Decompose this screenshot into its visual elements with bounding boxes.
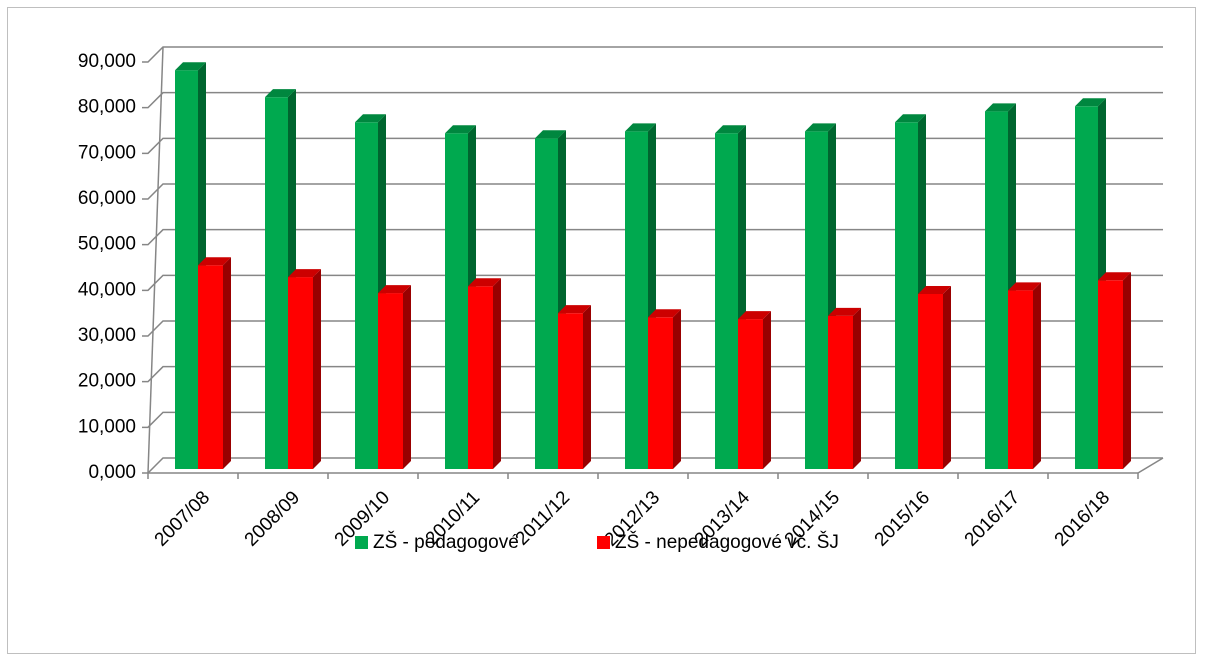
bar — [198, 257, 231, 469]
bar-top — [265, 89, 296, 98]
grid-line — [142, 274, 1163, 292]
bar-top — [1008, 282, 1041, 291]
bar-top — [558, 305, 591, 314]
bar-front — [1008, 290, 1033, 469]
bar-front — [445, 133, 468, 470]
bar-front — [378, 293, 403, 469]
bar-front — [918, 293, 943, 469]
bar — [1008, 282, 1041, 469]
bar-top — [445, 125, 476, 134]
floor-right — [1137, 457, 1164, 474]
bar-side — [223, 257, 231, 469]
legend-label: ZŠ - pedagogové — [373, 531, 519, 553]
bar-front — [715, 133, 738, 470]
y-tick-label: 20,000 — [78, 371, 136, 392]
legend-label: ZŠ - nepedagogové vč. ŠJ — [615, 531, 839, 553]
bar-side — [673, 309, 681, 469]
bar-top — [468, 278, 501, 287]
bar — [378, 285, 411, 469]
bar-front — [648, 317, 673, 469]
bar-front — [1075, 106, 1098, 470]
grid-line — [142, 183, 1163, 200]
bar-top — [1075, 98, 1106, 107]
bar-front — [198, 265, 223, 469]
y-tick-label: 70,000 — [78, 142, 136, 163]
bar-front — [985, 111, 1008, 469]
bar-front — [265, 97, 288, 469]
bar-side — [1033, 282, 1041, 469]
bar-side — [583, 305, 591, 469]
axis-wall — [147, 46, 164, 474]
bar — [468, 278, 501, 469]
bar-top — [535, 130, 566, 139]
legend-swatch — [355, 536, 368, 549]
bar-top — [648, 309, 681, 318]
y-tick-label: 60,000 — [78, 188, 136, 209]
legend-swatch — [597, 536, 610, 549]
bar — [1098, 272, 1131, 469]
y-tick-label: 0,000 — [88, 462, 136, 483]
bar-top — [175, 62, 206, 71]
bar-top — [1098, 272, 1131, 281]
bar-top — [355, 114, 386, 123]
bar-top — [198, 257, 231, 266]
bar — [918, 285, 951, 469]
bar-front — [895, 122, 918, 469]
bar-front — [738, 319, 763, 469]
bar-top — [378, 285, 411, 294]
bar-front — [828, 315, 853, 469]
bar-side — [943, 285, 951, 469]
bar-side — [763, 311, 771, 469]
bar-side — [403, 285, 411, 469]
grid-line — [142, 91, 1163, 109]
bar-side — [1123, 272, 1131, 469]
y-tick-label: 10,000 — [78, 416, 136, 437]
bar — [558, 305, 591, 469]
bar-front — [535, 138, 558, 469]
bar-front — [558, 313, 583, 469]
bar — [738, 311, 771, 469]
bar-front — [175, 70, 198, 469]
bar-front — [625, 131, 648, 469]
bar-front — [805, 131, 828, 469]
bar-top — [828, 307, 861, 316]
grid-line — [142, 228, 1163, 246]
bar-top — [738, 311, 771, 320]
bar-front — [468, 286, 493, 469]
bar — [828, 307, 861, 469]
bar — [648, 309, 681, 469]
bar-top — [715, 125, 746, 134]
y-tick-label: 80,000 — [78, 97, 136, 118]
grid-line — [142, 46, 1163, 63]
bar-front — [355, 122, 378, 469]
bar-top — [288, 269, 321, 278]
y-tick-label: 90,000 — [78, 51, 136, 72]
bar-top — [985, 103, 1016, 112]
bar-side — [313, 269, 321, 469]
bar — [288, 269, 321, 469]
grid-line — [142, 137, 1163, 155]
bar-front — [1098, 280, 1123, 469]
y-tick-label: 30,000 — [78, 325, 136, 346]
bar-top — [625, 123, 656, 132]
bar-top — [895, 114, 926, 123]
bar-top — [805, 123, 836, 132]
bar-top — [918, 285, 951, 294]
bar-side — [493, 278, 501, 469]
y-tick-label: 50,000 — [78, 234, 136, 255]
bar-front — [288, 277, 313, 469]
y-tick-label: 40,000 — [78, 279, 136, 300]
bar-side — [853, 307, 861, 469]
